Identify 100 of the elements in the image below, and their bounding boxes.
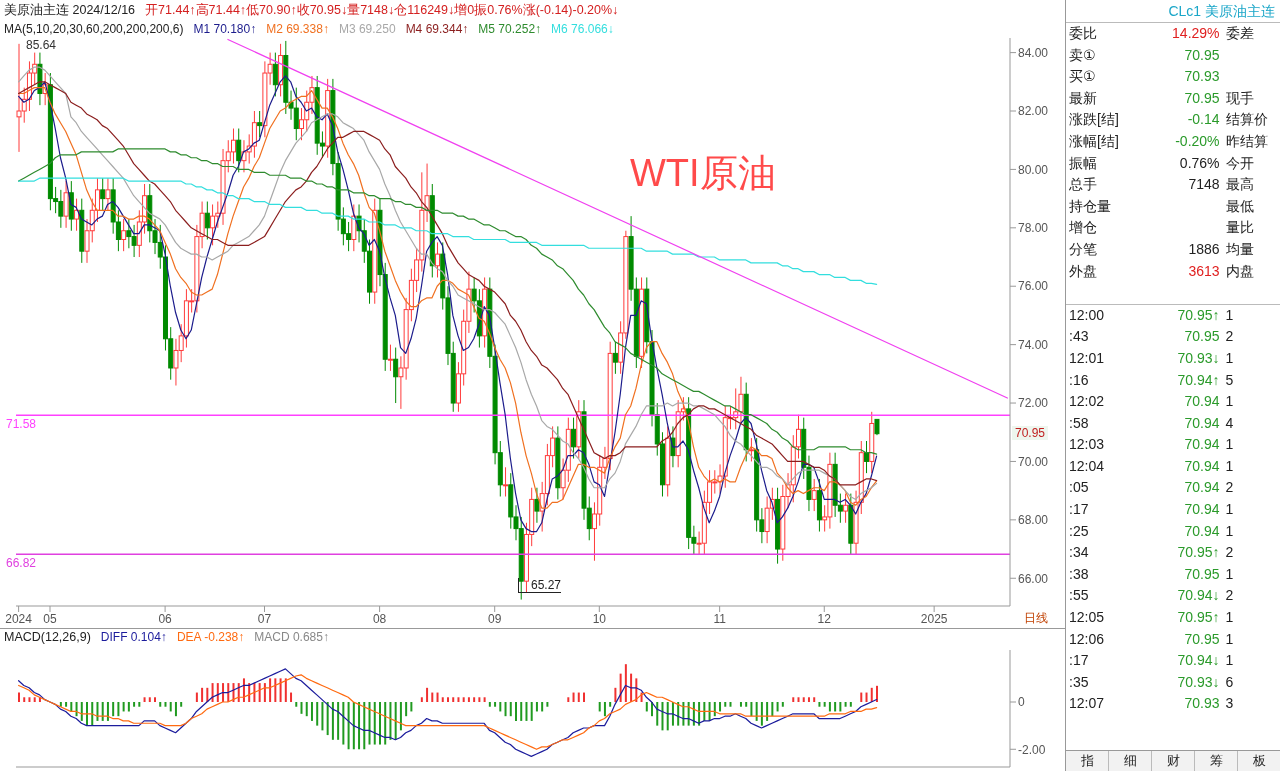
candlestick [251, 110, 257, 159]
category-label: 1 [1225, 457, 1234, 474]
bar [530, 702, 533, 721]
bar [797, 697, 800, 702]
bar [258, 683, 261, 702]
candlestick [670, 425, 676, 468]
candlestick [612, 341, 618, 375]
bar [143, 697, 146, 702]
bar [839, 702, 842, 712]
y-tick-label: 78.00 [1018, 221, 1049, 236]
bar [630, 673, 633, 702]
text: 细 [1109, 751, 1152, 771]
bar [274, 678, 277, 702]
y-tick-label: 84.00 [1018, 45, 1049, 60]
text: M2 69.338↑ [266, 22, 329, 36]
category-label: :17 [1068, 651, 1090, 671]
bar [211, 683, 214, 702]
candlestick [257, 110, 263, 138]
bar [169, 702, 172, 712]
category-label: 买① [1068, 67, 1097, 87]
text: M1 70.180↑ [193, 22, 257, 36]
chart-subtitle: 开71.44↑高71.44↑低70.90↑收70.95↓量7148↓仓116249↓增0振0.76%涨(-0.14)-0.20%↓ [145, 2, 619, 19]
category-label: 12:06 [1068, 629, 1106, 649]
candlestick [100, 177, 106, 211]
bar [478, 697, 481, 702]
text: 70.95 [1184, 46, 1220, 63]
bar [520, 702, 523, 721]
bar [755, 702, 758, 721]
category-label: 1 [1225, 609, 1234, 626]
bar [624, 664, 627, 702]
text: 筹 [1195, 751, 1238, 771]
text: 70.95↑ [1177, 306, 1220, 323]
category-label: 12:03 [1068, 435, 1106, 455]
x-tick-label: 10 [592, 611, 607, 626]
bar [467, 697, 470, 702]
candlestick [63, 180, 69, 229]
bar [661, 702, 664, 731]
bar [860, 692, 863, 702]
bar [405, 702, 408, 717]
text: 70.95 [1184, 565, 1220, 582]
bar [117, 702, 120, 717]
category-label: 1 [1225, 565, 1234, 582]
text: -0.20% [1175, 132, 1220, 149]
bar [70, 702, 73, 712]
bar [310, 702, 313, 721]
text: DIFF 0.104↑ [100, 630, 167, 644]
y-tick-label: 80.00 [1018, 162, 1049, 177]
bar [326, 702, 329, 736]
bar [525, 702, 528, 721]
category-label: 1 [1225, 652, 1234, 669]
category-label: :58 [1068, 413, 1090, 433]
bar [446, 697, 449, 702]
candlestick [534, 487, 540, 524]
bar [436, 692, 439, 702]
bar [567, 697, 570, 702]
bar [154, 697, 157, 702]
bar [295, 702, 298, 707]
category-label: 持仓量 [1068, 196, 1112, 216]
bar [603, 702, 606, 717]
y-tick-label: -2.00 [1018, 742, 1046, 757]
bar [504, 702, 507, 717]
category-label: :43 [1068, 327, 1090, 347]
x-tick-label: 07 [257, 611, 272, 626]
annotation: WTI原油 [630, 151, 776, 196]
bar [399, 702, 402, 731]
text: 70.95 [1184, 89, 1220, 106]
text: 7148 [1188, 176, 1220, 193]
bar [352, 702, 355, 750]
text: 70.94↑ [1177, 371, 1220, 388]
ref-line-label: 66.82 [6, 556, 37, 571]
bar [133, 702, 136, 707]
bar [535, 702, 538, 712]
x-tick-label: 11 [713, 611, 727, 626]
bar [279, 678, 282, 702]
bar [792, 697, 795, 702]
candlestick [387, 344, 393, 372]
bar [546, 702, 549, 707]
legend-title: MA(5,10,20,30,60,200,200,200,6) [4, 22, 184, 36]
annotation: 85.64 [26, 38, 57, 52]
bar [127, 702, 130, 712]
bar [206, 687, 209, 702]
y-tick-label: 76.00 [1018, 279, 1049, 294]
bar [457, 697, 460, 702]
bar [865, 692, 868, 702]
bar [269, 678, 272, 702]
category-label: 分笔 [1068, 239, 1098, 259]
bar [290, 692, 293, 702]
chart-title: MACD(12,26,9) [4, 630, 91, 644]
bar [18, 692, 20, 702]
x-tick-label: 06 [158, 611, 173, 626]
bar [771, 702, 774, 717]
bar [875, 685, 878, 702]
x-tick-label: 2024 [5, 611, 33, 626]
x-tick-label: 08 [372, 611, 387, 626]
bar [65, 702, 68, 707]
bar [164, 702, 167, 707]
candlestick [811, 478, 817, 512]
bar [739, 702, 742, 707]
text: 70.94 [1184, 479, 1220, 496]
bar [342, 702, 345, 745]
